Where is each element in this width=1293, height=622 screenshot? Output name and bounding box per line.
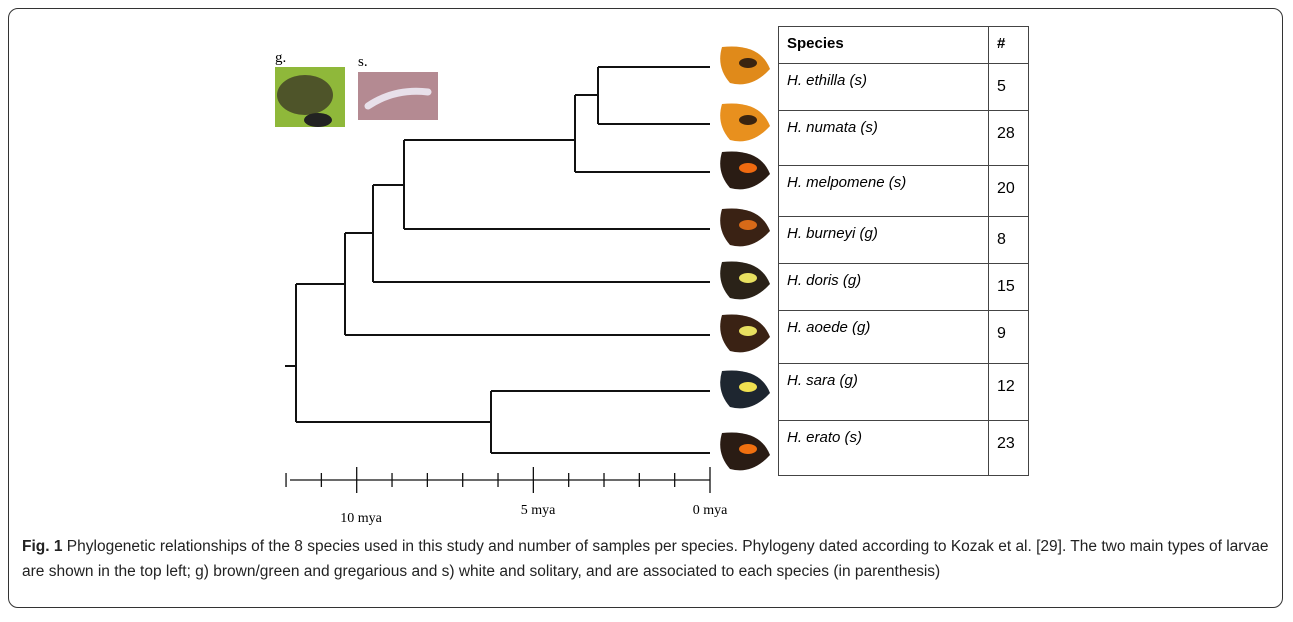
butterfly-mark — [739, 326, 757, 336]
butterfly-mark — [739, 115, 757, 125]
butterfly-mark — [739, 444, 757, 454]
header-cell: Species — [778, 26, 989, 64]
species-cell: H. melpomene (s) — [778, 165, 989, 217]
species-cell: H. erato (s) — [778, 420, 989, 476]
species-cell: H. aoede (g) — [778, 310, 989, 364]
table-row: H. doris (g) 15 — [778, 263, 1029, 311]
branch — [597, 66, 710, 125]
branch — [344, 232, 710, 336]
table-row: H. numata (s) 28 — [778, 110, 1029, 166]
species-cell: H. burneyi (g) — [778, 216, 989, 264]
count-cell: 28 — [988, 110, 1029, 166]
larva-shape — [364, 87, 432, 110]
table-row: H. ethilla (s) 5 — [778, 63, 1029, 111]
butterfly-mark — [739, 163, 757, 173]
figure-frame — [8, 8, 1283, 608]
scale-label: 5 mya — [521, 503, 556, 518]
scale-label: 10 mya — [340, 511, 382, 526]
table-row: H. burneyi (g) 8 — [778, 216, 1029, 264]
larva-shape — [304, 113, 332, 127]
scale-bar — [285, 467, 711, 493]
table-row: H. erato (s) 23 — [778, 420, 1029, 476]
branch — [285, 283, 491, 423]
count-cell: 20 — [988, 165, 1029, 217]
caption-text: Phylogenetic relationships of the 8 spec… — [22, 538, 1269, 580]
butterfly-mark — [739, 58, 757, 68]
species-cell: H. sara (g) — [778, 363, 989, 421]
larva-shape — [277, 75, 333, 115]
count-cell: 5 — [988, 63, 1029, 111]
header-cell: # — [988, 26, 1029, 64]
species-cell: H. numata (s) — [778, 110, 989, 166]
branch — [372, 184, 710, 283]
species-cell: H. ethilla (s) — [778, 63, 989, 111]
phylogeny: g. s. 10 mya 5 mya 0 mya — [275, 46, 770, 526]
species-table: Species # H. ethilla (s) 5 H. numata (s) 28… — [778, 26, 1029, 476]
butterfly-mark — [739, 220, 757, 230]
butterfly-images — [720, 46, 770, 471]
tree — [285, 66, 710, 454]
table-row: H. sara (g) 12 — [778, 363, 1029, 421]
caption: Fig. 1 Phylogenetic relationships of the… — [22, 534, 1277, 584]
count-cell: 8 — [988, 216, 1029, 264]
butterfly-mark — [739, 273, 757, 283]
branch — [574, 94, 710, 173]
caption-label: Fig. 1 — [22, 538, 63, 555]
branch — [490, 390, 710, 454]
scale-label: 0 mya — [693, 503, 728, 518]
butterfly-mark — [739, 382, 757, 392]
branch — [403, 139, 710, 230]
count-cell: 9 — [988, 310, 1029, 364]
table-header: Species # — [778, 26, 1029, 64]
larva-label: g. — [275, 50, 286, 66]
larva-label: s. — [358, 54, 368, 70]
species-cell: H. doris (g) — [778, 263, 989, 311]
table-row: H. melpomene (s) 20 — [778, 165, 1029, 217]
table-row: H. aoede (g) 9 — [778, 310, 1029, 364]
count-cell: 12 — [988, 363, 1029, 421]
count-cell: 15 — [988, 263, 1029, 311]
count-cell: 23 — [988, 420, 1029, 476]
